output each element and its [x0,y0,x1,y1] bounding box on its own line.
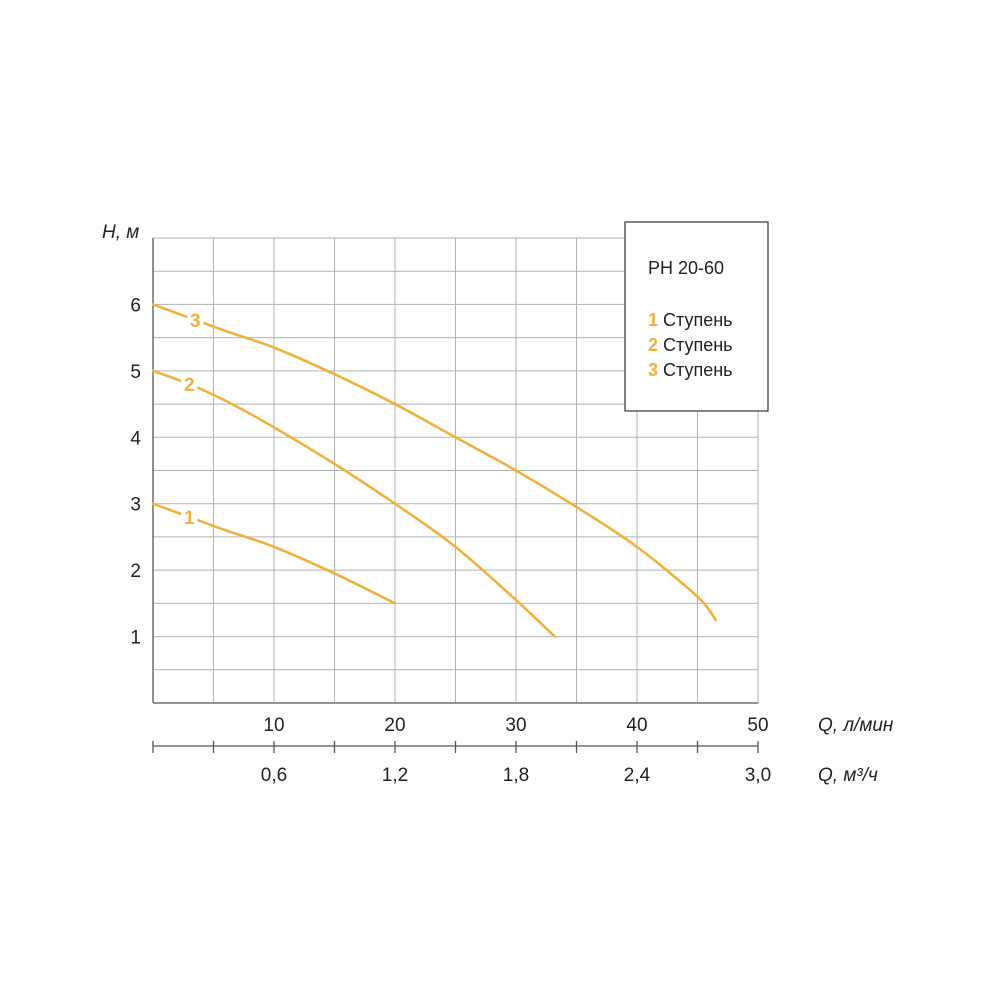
secondary-x-tick-label: 1,2 [382,765,408,786]
legend-entry-text: Ступень [658,335,733,355]
x-tick-label: 30 [505,715,526,736]
curve-label-background [181,506,198,528]
curve-label-3: 3 [190,311,201,332]
tick-labels: 1 2 3 4 5 6 10 20 30 40 50 0,6 1,2 1,8 2,4 3,0 [130,295,771,786]
x-tick-label: 40 [626,715,647,736]
curve-label-2: 2 [184,375,195,396]
legend-entry-text: Ступень [658,360,733,380]
curves: 1 2 3 [151,303,717,638]
legend-entry-text: Ступень [658,310,733,330]
curve-label-background [187,308,204,331]
y-tick-label: 1 [130,628,141,649]
y-axis-title: H, м [102,222,139,243]
curve-label-1: 1 [184,508,195,529]
y-tick-label: 2 [130,561,141,582]
legend-entry-number: 3 [648,360,658,380]
legend-title: PH 20-60 [648,258,724,278]
secondary-x-axis-title: Q, м³/ч [818,765,878,786]
secondary-x-tick-label: 3,0 [745,765,771,786]
legend-entry-2: 2 Ступень [648,335,733,355]
legend-entry-number: 2 [648,335,658,355]
legend-entry-number: 1 [648,310,658,330]
y-tick-label: 4 [130,428,141,449]
legend-box [624,221,769,412]
curve-label-background [181,373,198,396]
x-tick-label: 10 [263,715,284,736]
x-tick-label: 20 [384,715,405,736]
curve-stage-2 [151,369,557,638]
y-tick-label: 6 [130,295,141,316]
legend-entry-1: 1 Ступень [648,310,733,330]
x-axis-title: Q, л/мин [818,715,894,736]
secondary-x-tick-label: 2,4 [624,765,651,786]
legend-entry-3: 3 Ступень [648,360,733,380]
y-tick-label: 3 [130,495,141,516]
y-tick-label: 5 [130,362,141,383]
secondary-x-tick-label: 0,6 [261,765,287,786]
x-tick-label: 50 [747,715,768,736]
secondary-x-tick-label: 1,8 [503,765,529,786]
curve-stage-3 [151,303,717,622]
